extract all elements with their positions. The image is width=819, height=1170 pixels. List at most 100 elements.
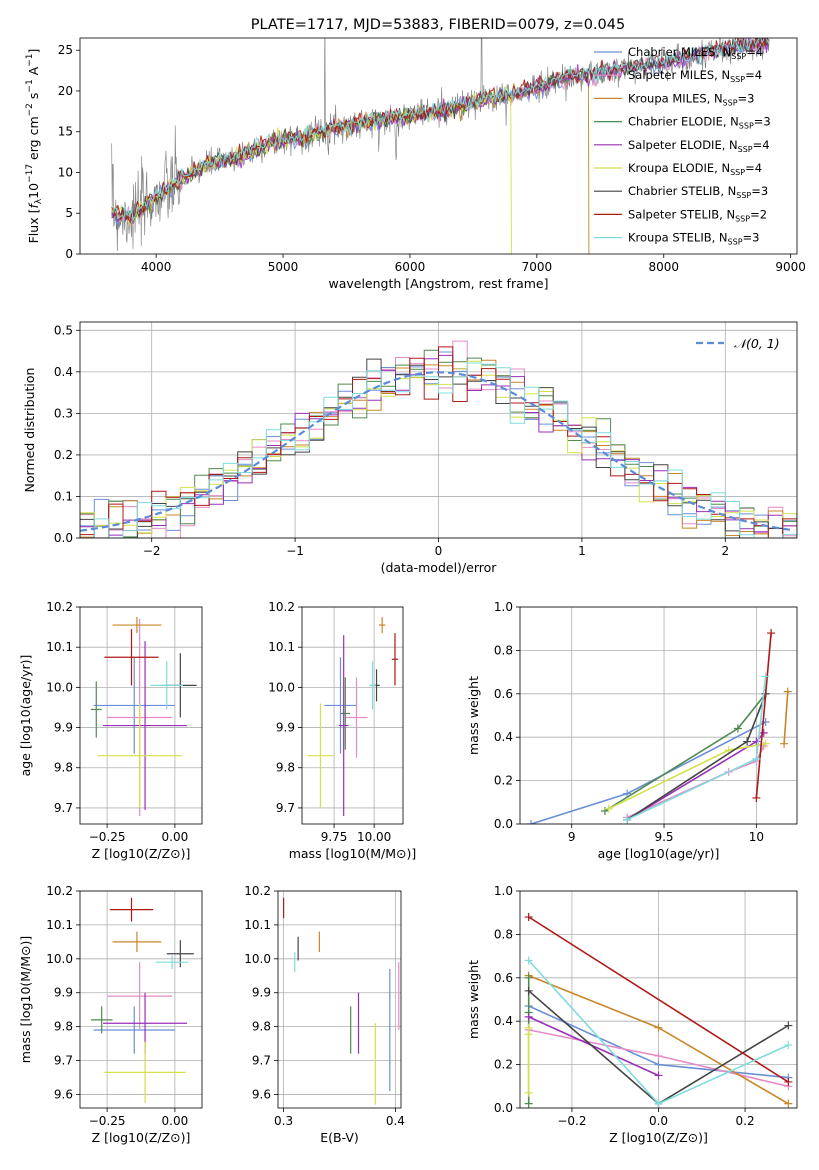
x-axis-label: Z [log10(Z/Z⊙)]	[92, 1130, 191, 1145]
y-tick-label: 0.8	[494, 643, 513, 657]
data-point	[93, 1006, 175, 1054]
y-tick-label: 9.6	[54, 1087, 73, 1101]
plot-area	[111, 38, 770, 254]
series-marker	[604, 804, 613, 813]
y-tick-label: 0.6	[494, 687, 513, 701]
y-tick-label: 10	[58, 165, 73, 179]
x-tick-label: −2	[143, 544, 161, 558]
y-tick-label: 0.0	[494, 817, 513, 831]
data-point	[104, 629, 159, 686]
data-point	[391, 633, 399, 686]
y-tick-label: 0.0	[494, 1101, 513, 1115]
legend-label: Kroupa MILES, NSSP=3	[628, 91, 754, 107]
series-marker	[733, 724, 742, 733]
x-tick-label: 0	[435, 544, 443, 558]
data-point	[104, 1041, 186, 1103]
data-point	[90, 681, 102, 738]
y-tick-label: 9.7	[54, 801, 73, 815]
series-marker	[600, 806, 609, 815]
plot-area	[90, 897, 194, 1103]
series-marker	[524, 1088, 533, 1097]
axes-frame	[301, 606, 404, 825]
x-tick-label: 9.5	[654, 830, 673, 844]
y-tick-label: 10.2	[244, 884, 271, 898]
series-marker	[623, 815, 632, 824]
x-tick-label: 7000	[522, 260, 553, 274]
y-tick-label: 10.0	[268, 680, 295, 694]
y-tick-label: 10.0	[46, 680, 73, 694]
y-tick-label: 15	[58, 125, 73, 139]
legend: Chabrier MILES, NSSP=4 Salpeter MILES, NS…	[594, 45, 771, 247]
x-tick-label: 5000	[268, 260, 299, 274]
y-tick-label: 0.6	[494, 971, 513, 985]
x-tick-label: −0.2	[557, 1114, 586, 1128]
grid	[520, 606, 797, 825]
y-tick-label: 0.3	[54, 406, 73, 420]
data-point	[93, 657, 175, 754]
x-axis-label: Z [log10(Z/Z⊙)]	[609, 1130, 708, 1145]
series-line-6	[608, 742, 766, 810]
x-tick-label: 0.0	[649, 1114, 668, 1128]
legend-label: 𝒩(0, 1)	[734, 336, 780, 351]
series-marker	[654, 1071, 663, 1080]
x-axis-label: E(B-V)	[320, 1130, 359, 1145]
legend-label: Chabrier ELODIE, NSSP=3	[628, 115, 771, 131]
series-marker	[752, 793, 761, 802]
data-point	[166, 940, 194, 968]
series-marker	[524, 973, 533, 982]
panel-7: 0.3 0.4 9.6 9.7 9.8 9.9 10.0 10.1 10.2 E(B-V)	[244, 884, 405, 1145]
series-marker	[524, 913, 533, 922]
x-tick-label: 8000	[648, 260, 679, 274]
axes-frame	[519, 606, 798, 825]
x-tick-label: 1	[578, 544, 586, 558]
plot-area	[80, 340, 797, 538]
panel-6: −0.25 0.00 9.6 9.7 9.8 9.9 10.0 10.1 10.2 Z [log1…	[18, 884, 203, 1145]
legend-label: Salpeter STELIB, NSSP=2	[628, 207, 767, 223]
x-axis-label: mass [log10(M/M⊙)]	[289, 846, 417, 861]
axes-frame	[79, 606, 203, 825]
y-tick-label: 9.9	[276, 721, 295, 735]
panel-1: 4000 5000 6000 7000 8000 9000 0 5 10 15 20 25 wavele…	[25, 37, 806, 291]
y-tick-label: 9.7	[252, 1054, 271, 1068]
series-marker	[524, 956, 533, 965]
series-line-7	[626, 693, 767, 821]
x-tick-label: 2	[721, 544, 729, 558]
plot-area	[527, 629, 792, 824]
axes-frame	[519, 890, 798, 1109]
histogram-9	[80, 362, 797, 538]
x-axis-label: Z [log10(Z/Z⊙)]	[92, 846, 191, 861]
series-marker	[524, 1099, 533, 1108]
y-tick-label: 9.8	[252, 1020, 271, 1034]
y-tick-label: 9.7	[276, 801, 295, 815]
x-tick-label: −0.25	[89, 830, 126, 844]
plot-area	[90, 617, 197, 816]
x-axis-label: (data-model)/error	[381, 560, 498, 575]
series-marker	[767, 629, 776, 638]
y-tick-label: 9.8	[276, 761, 295, 775]
x-tick-label: 10	[749, 830, 764, 844]
y-axis-label: mass [log10(M/M⊙)]	[18, 936, 33, 1064]
y-tick-label: 0	[65, 247, 73, 261]
y-axis-label: mass weight	[466, 676, 481, 755]
y-axis-label: Flux [fλ10−17 erg cm−2 s−1 A−1]	[25, 49, 44, 244]
plot-area	[282, 897, 400, 1105]
data-point	[378, 617, 386, 634]
plot-area	[307, 617, 399, 816]
panel-5: 9 9.5 10 0.0 0.2 0.4 0.6 0.8 1.0 age [log10(age/y…	[466, 600, 798, 861]
grid	[80, 606, 202, 824]
series-marker	[743, 737, 752, 746]
y-tick-label: 25	[58, 43, 73, 57]
series-marker	[784, 1077, 793, 1086]
plot-area	[524, 913, 793, 1108]
y-tick-label: 9.9	[54, 986, 73, 1000]
data-point	[107, 962, 173, 1031]
series-marker	[524, 1030, 533, 1039]
y-tick-label: 1.0	[494, 600, 513, 614]
series-marker	[654, 1051, 663, 1060]
y-axis-label: mass weight	[466, 960, 481, 1039]
model-spectrum-9	[111, 38, 769, 221]
observed-spectrum	[111, 38, 770, 252]
y-axis-label: Normed distribution	[22, 368, 37, 493]
